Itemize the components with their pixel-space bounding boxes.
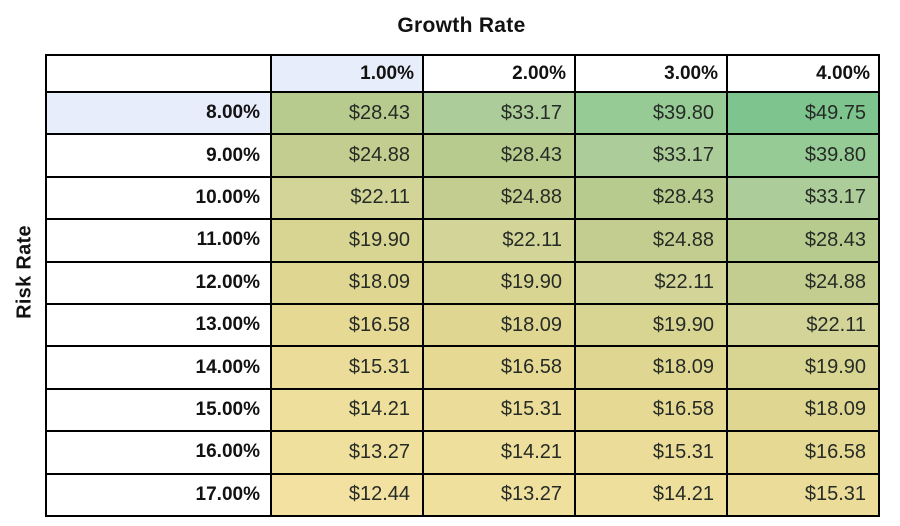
value-cell-r1-c1: $28.43 bbox=[270, 90, 424, 136]
sensitivity-table: 1.00% 2.00% 3.00% 4.00% 8.00% $28.43 $33.17 $3… bbox=[45, 54, 880, 518]
row-header-6: 13.00% bbox=[45, 302, 272, 348]
table-row-9: 16.00% $13.27 $14.21 $15.31 $16.58 bbox=[45, 430, 880, 475]
row-header-7: 14.00% bbox=[45, 345, 272, 390]
value-cell-r6-c2: $18.09 bbox=[422, 302, 576, 348]
value-cell-r4-c1: $19.90 bbox=[270, 218, 424, 263]
table-row-7: 14.00% $15.31 $16.58 $18.09 $19.90 bbox=[45, 345, 880, 390]
value-cell-r9-c1: $13.27 bbox=[270, 430, 424, 475]
row-header-2: 9.00% bbox=[45, 133, 272, 178]
value-cell-r9-c2: $14.21 bbox=[422, 430, 576, 475]
table-header-row: 1.00% 2.00% 3.00% 4.00% bbox=[45, 54, 880, 93]
value-cell-r7-c2: $16.58 bbox=[422, 345, 576, 390]
value-cell-r5-c2: $19.90 bbox=[422, 260, 576, 305]
value-cell-r1-c3: $39.80 bbox=[574, 90, 728, 136]
value-cell-r2-c4: $39.80 bbox=[726, 133, 880, 178]
value-cell-r3-c3: $28.43 bbox=[574, 175, 728, 221]
row-header-5: 12.00% bbox=[45, 260, 272, 305]
value-cell-r7-c1: $15.31 bbox=[270, 345, 424, 390]
value-cell-r5-c1: $18.09 bbox=[270, 260, 424, 305]
value-cell-r7-c4: $19.90 bbox=[726, 345, 880, 390]
row-header-1: 8.00% bbox=[45, 90, 272, 136]
value-cell-r2-c2: $28.43 bbox=[422, 133, 576, 178]
value-cell-r10-c4: $15.31 bbox=[726, 472, 880, 518]
row-header-10: 17.00% bbox=[45, 472, 272, 518]
value-cell-r9-c4: $16.58 bbox=[726, 430, 880, 475]
table-row-8: 15.00% $14.21 $15.31 $16.58 $18.09 bbox=[45, 387, 880, 433]
table-row-6: 13.00% $16.58 $18.09 $19.90 $22.11 bbox=[45, 302, 880, 348]
value-cell-r4-c2: $22.11 bbox=[422, 218, 576, 263]
value-cell-r3-c4: $33.17 bbox=[726, 175, 880, 221]
value-cell-r3-c2: $24.88 bbox=[422, 175, 576, 221]
value-cell-r5-c3: $22.11 bbox=[574, 260, 728, 305]
value-cell-r4-c4: $28.43 bbox=[726, 218, 880, 263]
value-cell-r10-c2: $13.27 bbox=[422, 472, 576, 518]
corner-cell bbox=[45, 54, 272, 93]
value-cell-r6-c4: $22.11 bbox=[726, 302, 880, 348]
row-header-8: 15.00% bbox=[45, 387, 272, 433]
table-row-2: 9.00% $24.88 $28.43 $33.17 $39.80 bbox=[45, 133, 880, 178]
value-cell-r8-c3: $16.58 bbox=[574, 387, 728, 433]
value-cell-r8-c4: $18.09 bbox=[726, 387, 880, 433]
value-cell-r6-c1: $16.58 bbox=[270, 302, 424, 348]
col-header-2: 2.00% bbox=[422, 54, 576, 93]
value-cell-r2-c1: $24.88 bbox=[270, 133, 424, 178]
value-cell-r6-c3: $19.90 bbox=[574, 302, 728, 348]
value-cell-r4-c3: $24.88 bbox=[574, 218, 728, 263]
risk-rate-axis-title: Risk Rate bbox=[13, 225, 36, 319]
value-cell-r8-c2: $15.31 bbox=[422, 387, 576, 433]
value-cell-r1-c4: $49.75 bbox=[726, 90, 880, 136]
col-header-4: 4.00% bbox=[726, 54, 880, 93]
row-header-9: 16.00% bbox=[45, 430, 272, 475]
value-cell-r7-c3: $18.09 bbox=[574, 345, 728, 390]
col-header-3: 3.00% bbox=[574, 54, 728, 93]
value-cell-r8-c1: $14.21 bbox=[270, 387, 424, 433]
value-cell-r10-c3: $14.21 bbox=[574, 472, 728, 518]
growth-rate-axis-title: Growth Rate bbox=[397, 14, 526, 37]
table-row-3: 10.00% $22.11 $24.88 $28.43 $33.17 bbox=[45, 175, 880, 221]
row-header-4: 11.00% bbox=[45, 218, 272, 263]
value-cell-r3-c1: $22.11 bbox=[270, 175, 424, 221]
value-cell-r5-c4: $24.88 bbox=[726, 260, 880, 305]
table-row-1: 8.00% $28.43 $33.17 $39.80 $49.75 bbox=[45, 90, 880, 136]
value-cell-r10-c1: $12.44 bbox=[270, 472, 424, 518]
value-cell-r9-c3: $15.31 bbox=[574, 430, 728, 475]
row-header-3: 10.00% bbox=[45, 175, 272, 221]
col-header-1: 1.00% bbox=[270, 54, 424, 93]
value-cell-r1-c2: $33.17 bbox=[422, 90, 576, 136]
table-row-10: 17.00% $12.44 $13.27 $14.21 $15.31 bbox=[45, 472, 880, 518]
table-row-4: 11.00% $19.90 $22.11 $24.88 $28.43 bbox=[45, 218, 880, 263]
value-cell-r2-c3: $33.17 bbox=[574, 133, 728, 178]
table-row-5: 12.00% $18.09 $19.90 $22.11 $24.88 bbox=[45, 260, 880, 305]
